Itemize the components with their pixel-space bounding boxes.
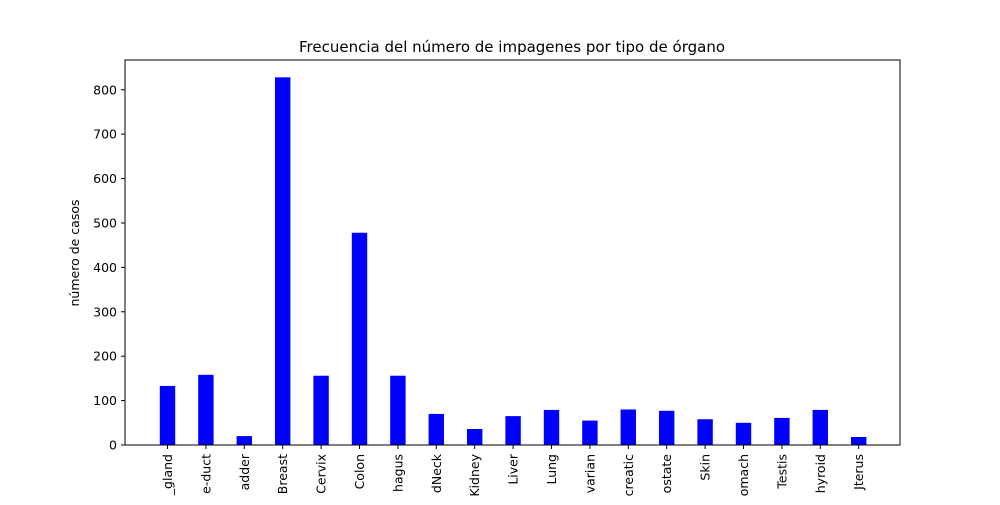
bar-5	[351, 232, 368, 445]
x-tick-label-1: e-duct	[198, 454, 213, 494]
x-tick-label-2: adder	[237, 453, 252, 490]
bar-0	[159, 385, 176, 445]
y-axis-label: número de casos	[67, 199, 82, 306]
bar-8	[467, 429, 483, 445]
x-tick-label-15: omach	[736, 454, 751, 496]
x-tick-label-9: Liver	[506, 453, 521, 485]
plot-frame	[124, 59, 901, 446]
x-tick-label-18: Jterus	[851, 454, 866, 491]
bar-18	[851, 437, 867, 445]
bar-2	[236, 436, 252, 445]
bar-10	[543, 409, 560, 445]
chart-title: Frecuencia del número de impagenes por t…	[299, 38, 725, 56]
x-tick-label-10: Lung	[544, 454, 559, 485]
x-tick-label-12: creatic	[621, 454, 636, 496]
bar-13	[659, 410, 675, 445]
y-tick-label-3: 300	[93, 304, 117, 319]
bar-11	[582, 420, 598, 445]
y-tick-label-0: 0	[109, 438, 117, 453]
y-axis: 0 100 200 300 400 500 600 700 800	[93, 82, 125, 453]
y-tick-label-8: 800	[93, 82, 117, 97]
y-tick-label-6: 600	[93, 171, 117, 186]
bar-14	[697, 419, 713, 445]
x-tick-label-13: ostate	[659, 454, 674, 494]
bar-9	[505, 416, 521, 445]
bar-15	[735, 422, 752, 445]
x-tick-label-14: Skin	[698, 454, 713, 481]
bar-1	[198, 374, 214, 445]
x-tick-label-0: _gland	[160, 454, 175, 496]
bar-6	[390, 375, 406, 445]
bar-16	[774, 417, 790, 445]
x-tick-label-5: Colon	[352, 454, 367, 489]
x-tick-label-17: hyroid	[813, 454, 828, 493]
y-tick-label-7: 700	[93, 127, 117, 142]
y-tick-label-1: 100	[93, 393, 117, 408]
bar-17	[812, 409, 828, 445]
x-tick-label-4: Cervix	[314, 454, 329, 494]
x-tick-label-6: hagus	[390, 454, 405, 492]
bar-12	[620, 409, 636, 445]
x-tick-label-7: dNeck	[429, 453, 444, 493]
x-tick-label-8: Kidney	[467, 453, 482, 496]
x-tick-label-3: Breast	[275, 454, 290, 494]
bars-group	[159, 77, 867, 446]
x-tick-label-16: Testis	[774, 454, 789, 490]
bar-7	[428, 413, 444, 445]
x-axis: _gland e-duct adder Breast Cervix Colon hagus d…	[160, 445, 866, 497]
y-tick-label-2: 200	[93, 349, 117, 364]
bar-3	[275, 77, 291, 446]
x-tick-label-11: varian	[582, 454, 597, 493]
y-tick-label-4: 400	[93, 260, 117, 275]
bar-4	[313, 375, 329, 445]
y-tick-label-5: 500	[93, 215, 117, 230]
